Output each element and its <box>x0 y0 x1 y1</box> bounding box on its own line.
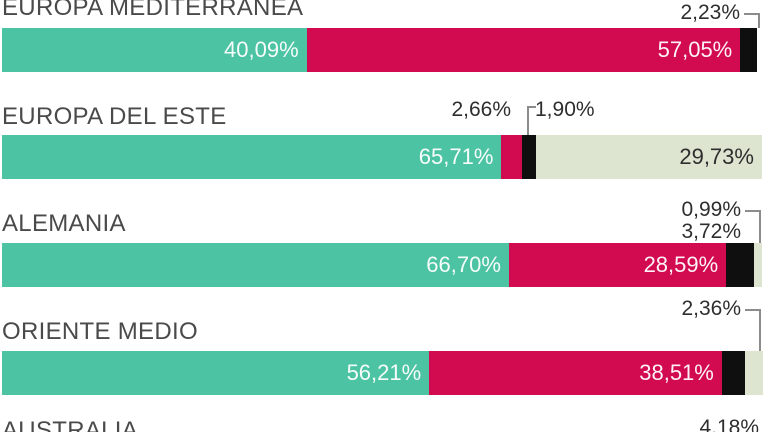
category-label: EUROPA MEDITERRÁNEA <box>2 0 304 21</box>
callout-value-label: 0,99% <box>681 198 741 221</box>
callout-value-label: 3,72% <box>681 220 741 243</box>
callout-leader-line <box>745 309 761 351</box>
stacked-bar: 40,09% 57,05% <box>2 28 762 72</box>
callout-leader-line <box>744 13 760 28</box>
category-label: EUROPA DEL ESTE <box>2 103 227 130</box>
callout-value-label: 2,23% <box>680 1 740 24</box>
bar-segment-teal: 66,70% <box>2 243 509 287</box>
callout-leader-line <box>527 106 536 135</box>
bar-segment-pale <box>745 351 764 395</box>
bar-segment-black <box>721 351 746 395</box>
segment-value-label: 66,70% <box>426 252 501 277</box>
bar-segment-black <box>740 28 758 72</box>
stacked-bar: 56,21% 38,51% <box>2 351 764 395</box>
category-label: ALEMANIA <box>2 210 126 237</box>
stacked-bar: 65,71% 29,73% <box>2 135 762 179</box>
callout-value-label: 1,90% <box>535 98 595 121</box>
bar-segment-pale <box>754 243 762 287</box>
bar-segment-teal: 40,09% <box>2 28 307 72</box>
callout-leader-line <box>745 210 761 243</box>
category-label: ORIENTE MEDIO <box>2 318 198 345</box>
segment-value-label: 57,05% <box>657 37 733 62</box>
segment-value-label: 29,73% <box>679 144 754 169</box>
callout-value-label: 4,18% <box>699 416 759 432</box>
bar-segment-teal: 56,21% <box>2 351 430 395</box>
bar-segment-black <box>726 243 755 287</box>
bar-segment-crimson: 28,59% <box>508 243 727 287</box>
segment-value-label: 28,59% <box>643 252 719 277</box>
segment-value-label: 38,51% <box>639 360 714 385</box>
category-label: AUSTRALIA <box>2 417 139 432</box>
segment-value-label: 56,21% <box>346 360 422 385</box>
stacked-bar: 66,70% 28,59% <box>2 243 762 287</box>
bar-segment-black <box>521 135 537 179</box>
bar-segment-crimson: 57,05% <box>306 28 741 72</box>
callout-value-label: 2,36% <box>681 297 741 320</box>
bar-segment-teal: 65,71% <box>2 135 502 179</box>
segment-value-label: 40,09% <box>224 37 299 62</box>
segment-value-label: 65,71% <box>418 144 494 169</box>
bar-segment-pale: 29,73% <box>536 135 762 179</box>
bar-segment-crimson: 38,51% <box>429 351 722 395</box>
bar-segment-crimson <box>501 135 522 179</box>
callout-value-label: 2,66% <box>451 98 511 121</box>
